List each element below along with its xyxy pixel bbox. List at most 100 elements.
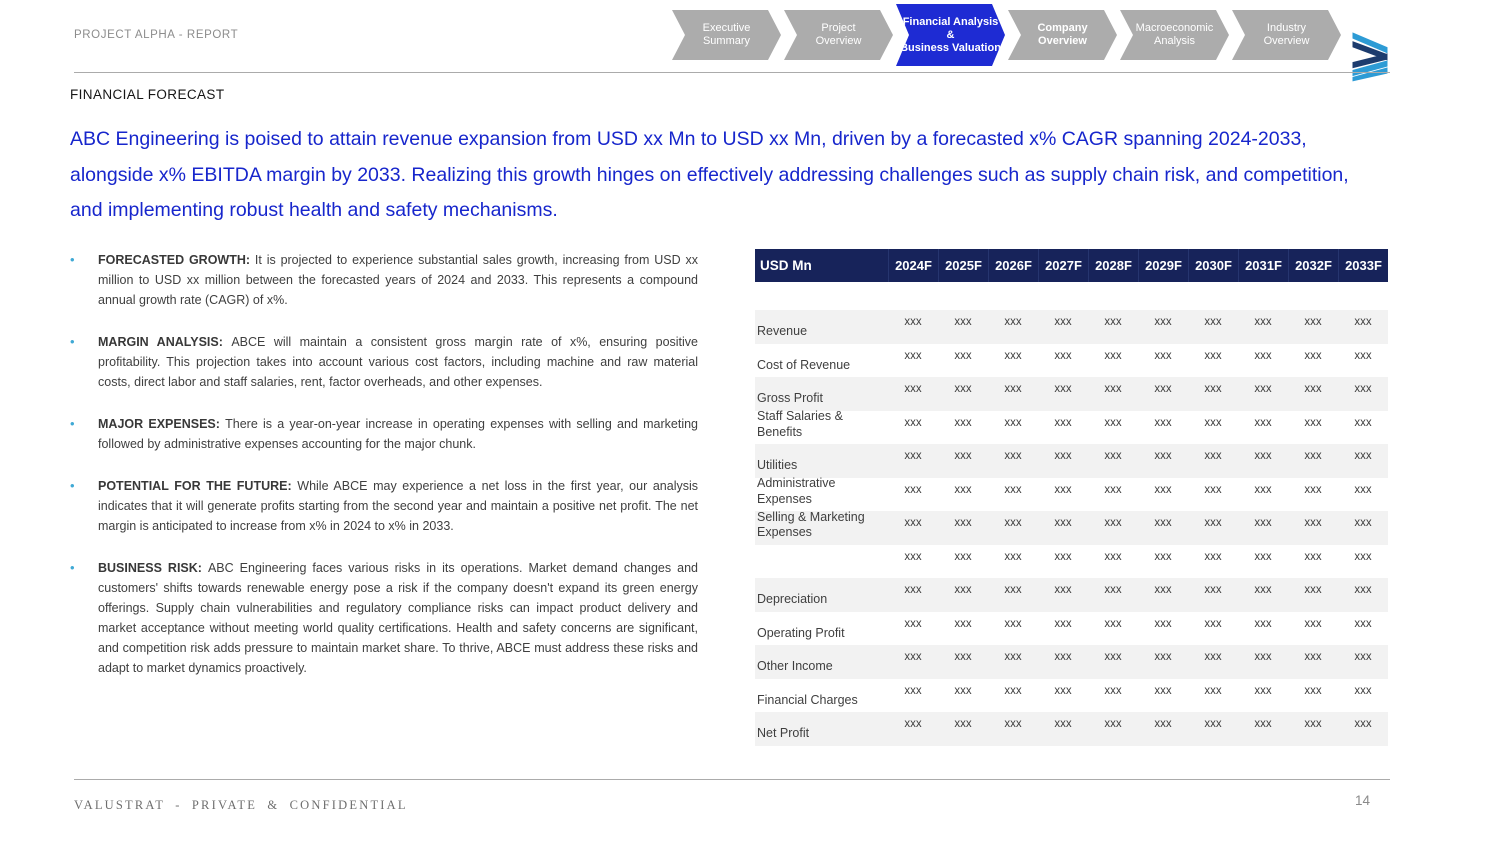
table-col-2025f: 2025F	[938, 249, 988, 282]
value-cell: xxx	[1054, 684, 1072, 697]
bullet-item-business-risk: • BUSINESS RISK: ABC Engineering faces va…	[70, 558, 698, 678]
value-cell: xxx	[904, 651, 922, 663]
value-cell: xxx	[954, 684, 972, 697]
value-cell: xxx	[1104, 416, 1122, 429]
value-cell: xxx	[904, 684, 922, 697]
nav-step-line: Project	[821, 22, 856, 34]
nav-step-line: &	[946, 28, 955, 41]
value-cell: xxx	[1254, 349, 1272, 362]
value-cell: xxx	[1004, 450, 1022, 462]
value-cell: xxx	[1354, 416, 1372, 429]
table-row-net-profit: Net Profit xxx xxx xxx xxx xxx xxx xxx xxx xxx xxx	[755, 712, 1388, 746]
value-cell: xxx	[1204, 383, 1222, 395]
value-cell: xxx	[1154, 349, 1172, 362]
row-label: Staff Salaries & Benefits	[757, 409, 843, 439]
nav-step-line: Overview	[1038, 35, 1087, 47]
nav-step-line: Macroeconomic	[1135, 22, 1214, 34]
progress-nav: Executive Summary Project Overview Financial…	[672, 2, 1344, 68]
row-label: Depreciation	[757, 592, 828, 606]
table-row-staff-salaries-benefits: Staff Salaries & Benefits xxx xxx xxx xxx xxx…	[755, 409, 1388, 445]
value-cell: xxx	[1354, 617, 1372, 630]
value-cell: xxx	[1154, 718, 1172, 730]
table-col-2031f: 2031F	[1238, 249, 1288, 282]
value-cell: xxx	[1254, 483, 1272, 496]
nav-step-macroeconomic-analysis[interactable]: Macroeconomic Analysis	[1120, 10, 1229, 60]
value-cell: xxx	[1354, 483, 1372, 496]
row-label: Operating Profit	[757, 625, 845, 640]
nav-step-line: Summary	[702, 35, 751, 47]
value-cell: xxx	[1054, 383, 1072, 395]
nav-step-industry-overview[interactable]: Industry Overview	[1232, 10, 1341, 60]
value-cell: xxx	[1354, 584, 1372, 596]
value-cell: xxx	[1204, 416, 1222, 429]
value-cell: xxx	[954, 584, 972, 596]
valustrat-logo	[1349, 30, 1391, 87]
table-row-blank: xxx xxx xxx xxx xxx xxx xxx xxx xxx xxx	[755, 545, 1388, 579]
row-label: Financial Charges	[757, 692, 858, 707]
value-cell: xxx	[954, 416, 972, 429]
row-label: Cost of Revenue	[757, 357, 851, 372]
nav-step-project-overview[interactable]: Project Overview	[784, 10, 893, 60]
value-cell: xxx	[954, 316, 972, 328]
value-cell: xxx	[1354, 718, 1372, 730]
bullet-item-forecasted-growth: • FORECASTED GROWTH: It is projected to e…	[70, 250, 698, 310]
value-cell: xxx	[954, 517, 972, 529]
value-cell: xxx	[1154, 617, 1172, 630]
table-gap	[755, 282, 1388, 310]
nav-step-financial-analysis-business-valuation[interactable]: Financial Analysis & Business Valuation	[896, 4, 1005, 66]
nav-step-line: Analysis	[1154, 35, 1195, 47]
value-cell: xxx	[1004, 651, 1022, 663]
nav-step-line: Company	[1037, 22, 1088, 34]
bullet-list: • FORECASTED GROWTH: It is projected to e…	[70, 250, 698, 700]
value-cell: xxx	[904, 383, 922, 395]
value-cell: xxx	[1304, 483, 1322, 496]
row-label: Other Income	[757, 659, 833, 673]
value-cell: xxx	[1004, 517, 1022, 529]
value-cell: xxx	[1004, 617, 1022, 630]
value-cell: xxx	[1054, 718, 1072, 730]
value-cell: xxx	[904, 517, 922, 529]
value-cell: xxx	[1354, 517, 1372, 529]
bullet-text: FORECASTED GROWTH: It is projected to ex…	[98, 253, 698, 307]
value-cell: xxx	[1304, 584, 1322, 596]
nav-step-company-overview[interactable]: Company Overview	[1008, 10, 1117, 60]
value-cell: xxx	[1254, 718, 1272, 730]
value-cell: xxx	[1204, 349, 1222, 362]
value-cell: xxx	[1154, 383, 1172, 395]
bullet-item-major-expenses: • MAJOR EXPENSES: There is a year-on-year…	[70, 414, 698, 454]
value-cell: xxx	[1254, 684, 1272, 697]
bullet-item-margin-analysis: • MARGIN ANALYSIS: ABCE will maintain a c…	[70, 332, 698, 392]
value-cell: xxx	[1004, 550, 1022, 563]
header-divider	[74, 72, 1390, 73]
nav-step-executive-summary[interactable]: Executive Summary	[672, 10, 781, 60]
value-cell: xxx	[1004, 483, 1022, 496]
value-cell: xxx	[1004, 718, 1022, 730]
value-cell: xxx	[1254, 651, 1272, 663]
logo-chevrons-icon	[1352, 32, 1388, 82]
value-cell: xxx	[1304, 718, 1322, 730]
value-cell: xxx	[1304, 651, 1322, 663]
table-row-utilities: Utilities xxx xxx xxx xxx xxx xxx xxx xxx xxx xxx	[755, 444, 1388, 478]
value-cell: xxx	[1104, 684, 1122, 697]
value-cell: xxx	[1004, 584, 1022, 596]
value-cell: xxx	[904, 483, 922, 496]
value-cell: xxx	[954, 550, 972, 563]
value-cell: xxx	[1054, 651, 1072, 663]
value-cell: xxx	[1154, 651, 1172, 663]
value-cell: xxx	[1054, 517, 1072, 529]
bullet-text: MAJOR EXPENSES: There is a year-on-year …	[98, 417, 698, 451]
value-cell: xxx	[1004, 349, 1022, 362]
bullet-text: POTENTIAL FOR THE FUTURE: While ABCE may…	[98, 479, 698, 533]
value-cell: xxx	[1004, 316, 1022, 328]
value-cell: xxx	[1154, 550, 1172, 563]
value-cell: xxx	[954, 483, 972, 496]
value-cell: xxx	[904, 718, 922, 730]
value-cell: xxx	[1304, 617, 1322, 630]
section-label: FINANCIAL FORECAST	[70, 87, 225, 102]
bullet-label: MARGIN ANALYSIS:	[98, 335, 232, 349]
value-cell: xxx	[954, 383, 972, 395]
bullet-dot-icon: •	[70, 252, 75, 267]
value-cell: xxx	[904, 450, 922, 462]
bullet-label: FORECASTED GROWTH:	[98, 253, 255, 267]
row-label: Utilities	[757, 458, 798, 472]
